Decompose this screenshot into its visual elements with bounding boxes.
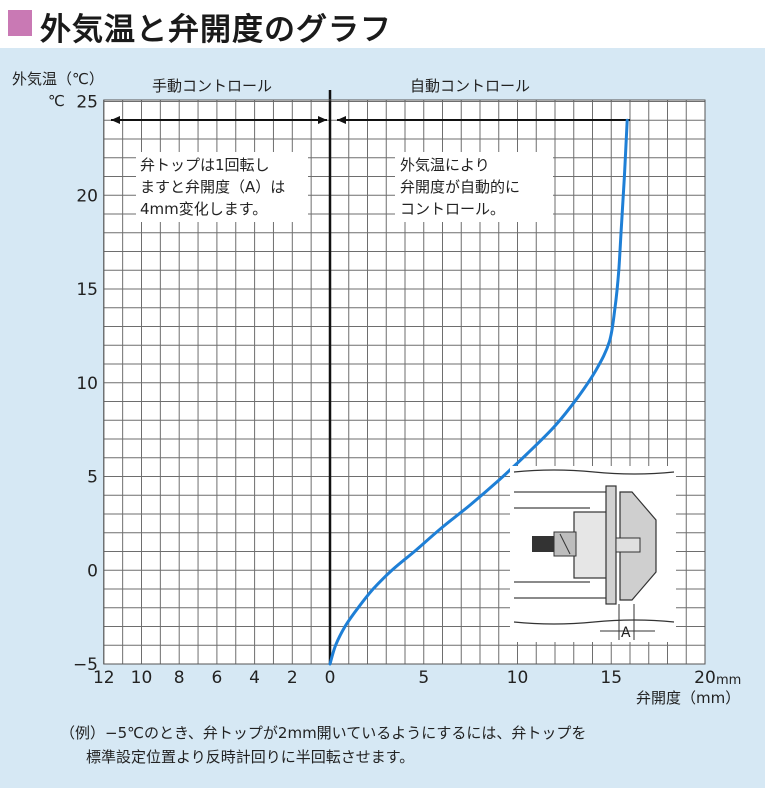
manual-note-line-3: 4mm変化します。 bbox=[140, 200, 267, 218]
x-tick-label: 15 bbox=[600, 668, 622, 688]
inset-valve-shaft bbox=[615, 537, 641, 553]
example-caption: （例）−5℃のとき、弁トップが2mm開いているようにするには、弁トップを 標準設… bbox=[60, 721, 586, 769]
inset-flange bbox=[605, 485, 617, 605]
x-axis-label: 弁開度（mm） bbox=[636, 689, 740, 707]
y-tick-label: 5 bbox=[87, 468, 98, 488]
annotations: 弁トップは1回転し ますと弁開度（A）は 4mm変化します。 外気温により 弁開… bbox=[136, 152, 553, 222]
x-tick-label: 10 bbox=[507, 668, 529, 688]
auto-note-line-2: 弁開度が自動的に bbox=[400, 178, 520, 196]
auto-note-box bbox=[395, 152, 553, 222]
inset-body bbox=[573, 511, 609, 579]
title-bar: 外気温と弁開度のグラフ bbox=[0, 0, 765, 48]
page-title: 外気温と弁開度のグラフ bbox=[40, 12, 392, 48]
auto-control-label: 自動コントロール bbox=[410, 77, 530, 95]
chart: 外気温（℃） ℃ 弁開度（mm） mm 12 10 8 6 4 2 0 5 10 15 202520… bbox=[12, 70, 741, 707]
title-marker bbox=[8, 10, 32, 36]
manual-note-line-2: ますと弁開度（A）は bbox=[140, 178, 285, 196]
y-tick-label: 10 bbox=[76, 374, 98, 394]
y-axis-label: 外気温（℃） bbox=[12, 70, 104, 88]
inset-nut bbox=[532, 536, 554, 552]
x-tick-label: 12 bbox=[93, 668, 115, 688]
y-tick-label: 0 bbox=[87, 561, 98, 581]
manual-control-label: 手動コントロール bbox=[152, 77, 272, 95]
valve-inset-diagram: A bbox=[510, 466, 676, 642]
x-tick-label: 2 bbox=[287, 668, 298, 688]
y-tick-label: −5 bbox=[73, 655, 98, 675]
manual-note-box bbox=[136, 152, 308, 222]
chart-axis-labels: 外気温（℃） ℃ 弁開度（mm） mm bbox=[12, 70, 741, 707]
manual-note-line-1: 弁トップは1回転し bbox=[140, 156, 270, 174]
inset-wall-top bbox=[513, 469, 675, 475]
inset-wall-bottom bbox=[513, 619, 675, 625]
inset-spring bbox=[559, 533, 571, 555]
manual-arrow-head-left bbox=[111, 116, 120, 124]
x-tick-label: 0 bbox=[325, 668, 336, 688]
manual-arrow-head-right bbox=[318, 116, 327, 124]
auto-note-line-1: 外気温により bbox=[400, 156, 490, 174]
caption-line-2: 標準設定位置より反時計回りに半回転させます。 bbox=[86, 748, 415, 766]
x-tick-label: 4 bbox=[249, 668, 260, 688]
x-tick-label: 10 bbox=[131, 668, 153, 688]
x-tick-label: 8 bbox=[174, 668, 185, 688]
y-tick-label: 20 bbox=[76, 186, 98, 206]
y-tick-label: 25 bbox=[76, 93, 98, 113]
x-tick-label: 6 bbox=[211, 668, 222, 688]
plot-border bbox=[103, 99, 706, 665]
inset-dimension-label: A bbox=[621, 625, 631, 641]
x-unit-suffix: mm bbox=[716, 673, 741, 688]
caption-line-1: （例）−5℃のとき、弁トップが2mm開いているようにするには、弁トップを bbox=[60, 724, 587, 742]
auto-note-line-3: コントロール。 bbox=[400, 200, 505, 218]
y-unit-prefix: ℃ bbox=[48, 92, 65, 110]
auto-arrow-head-left bbox=[337, 116, 346, 124]
control-regions: 手動コントロール 自動コントロール bbox=[111, 77, 630, 124]
y-tick-label: 15 bbox=[76, 280, 98, 300]
x-tick-label: 20 bbox=[694, 668, 716, 688]
x-tick-label: 5 bbox=[418, 668, 429, 688]
